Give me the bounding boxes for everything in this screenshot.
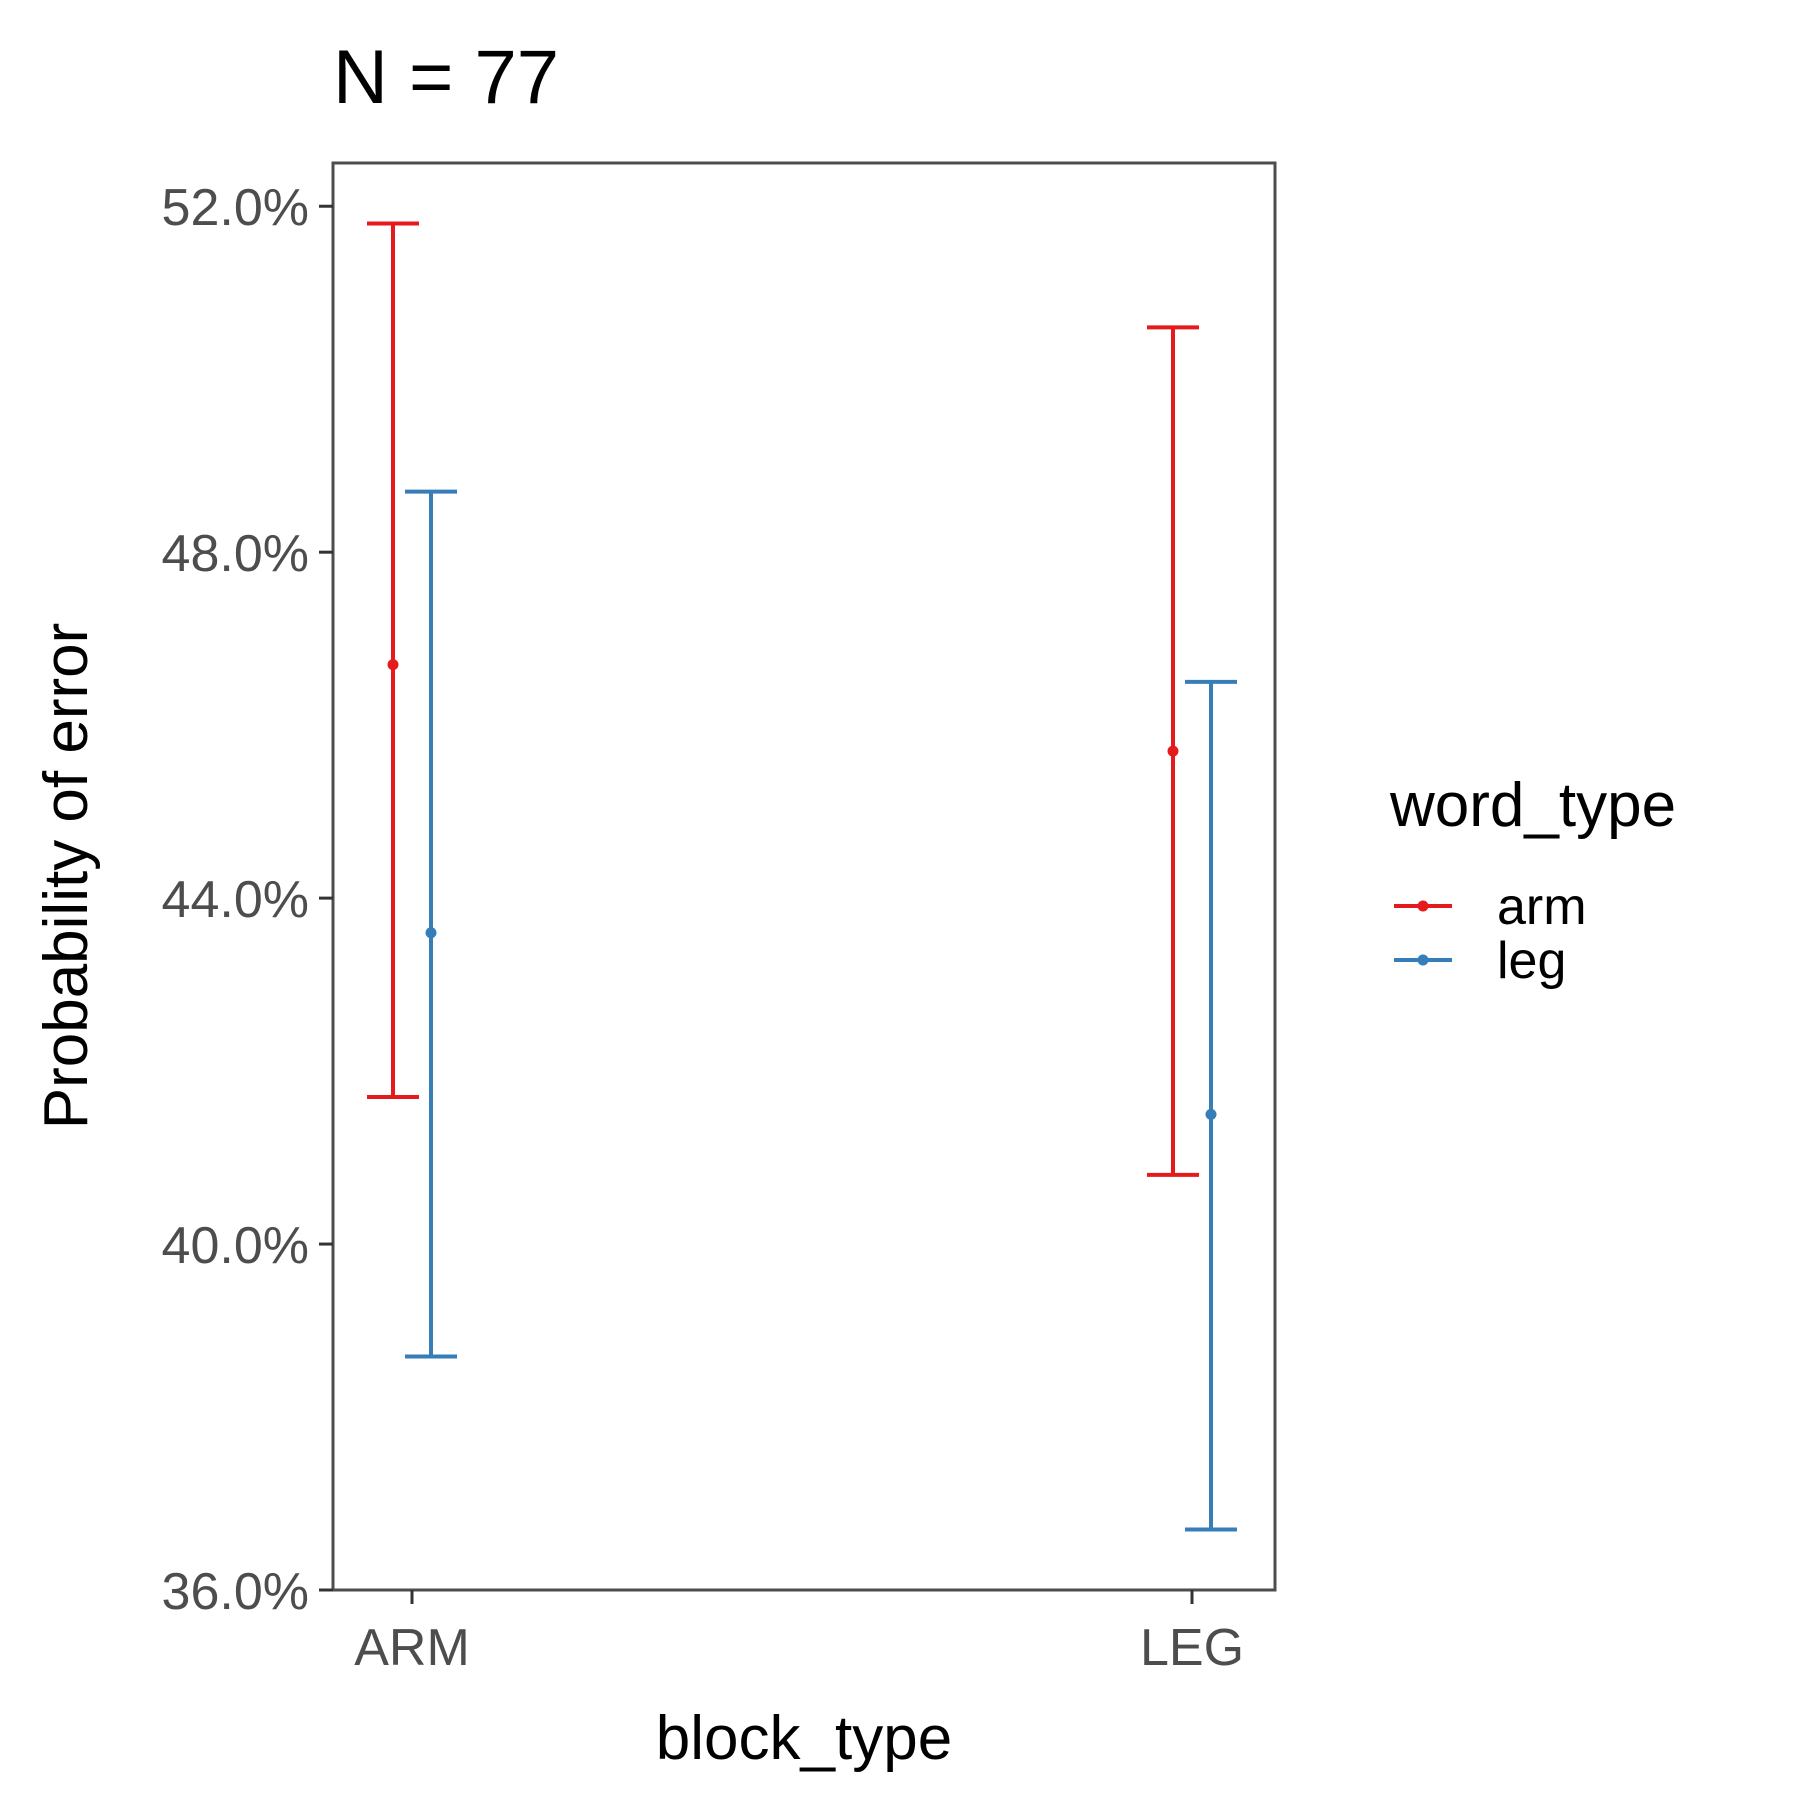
x-tick-label: ARM	[354, 1619, 470, 1677]
y-tick-label: 52.0%	[162, 179, 309, 237]
y-axis: 36.0% 40.0% 44.0% 48.0% 52.0%	[162, 179, 333, 1621]
y-tick-label: 36.0%	[162, 1563, 309, 1621]
error-bar-leg-leg	[1185, 679, 1237, 1532]
legend-title: word_type	[1389, 771, 1676, 840]
data-point	[425, 927, 437, 939]
plot-panel	[331, 161, 1277, 1592]
legend-key-point	[1417, 900, 1429, 912]
chart-title: N = 77	[333, 35, 559, 120]
x-axis: ARM LEG	[354, 1590, 1244, 1677]
plot-marks	[367, 221, 1237, 1532]
legend-item-arm: arm	[1394, 878, 1587, 936]
x-tick-label: LEG	[1140, 1619, 1244, 1677]
data-point	[387, 659, 399, 671]
data-point	[1205, 1108, 1217, 1120]
legend-label: arm	[1497, 878, 1587, 936]
error-bar-arm-arm	[367, 221, 419, 1100]
error-bar-leg-arm	[405, 489, 457, 1359]
x-axis-title: block_type	[656, 1704, 952, 1773]
y-axis-title: Probability of error	[32, 623, 101, 1130]
y-tick-label: 48.0%	[162, 525, 309, 583]
legend-label: leg	[1497, 932, 1566, 990]
y-tick-label: 44.0%	[162, 871, 309, 929]
error-bar-arm-leg	[1147, 325, 1199, 1177]
data-point	[1167, 745, 1179, 757]
legend-key-point	[1417, 954, 1429, 966]
y-tick-label: 40.0%	[162, 1217, 309, 1275]
legend-item-leg: leg	[1394, 932, 1566, 990]
